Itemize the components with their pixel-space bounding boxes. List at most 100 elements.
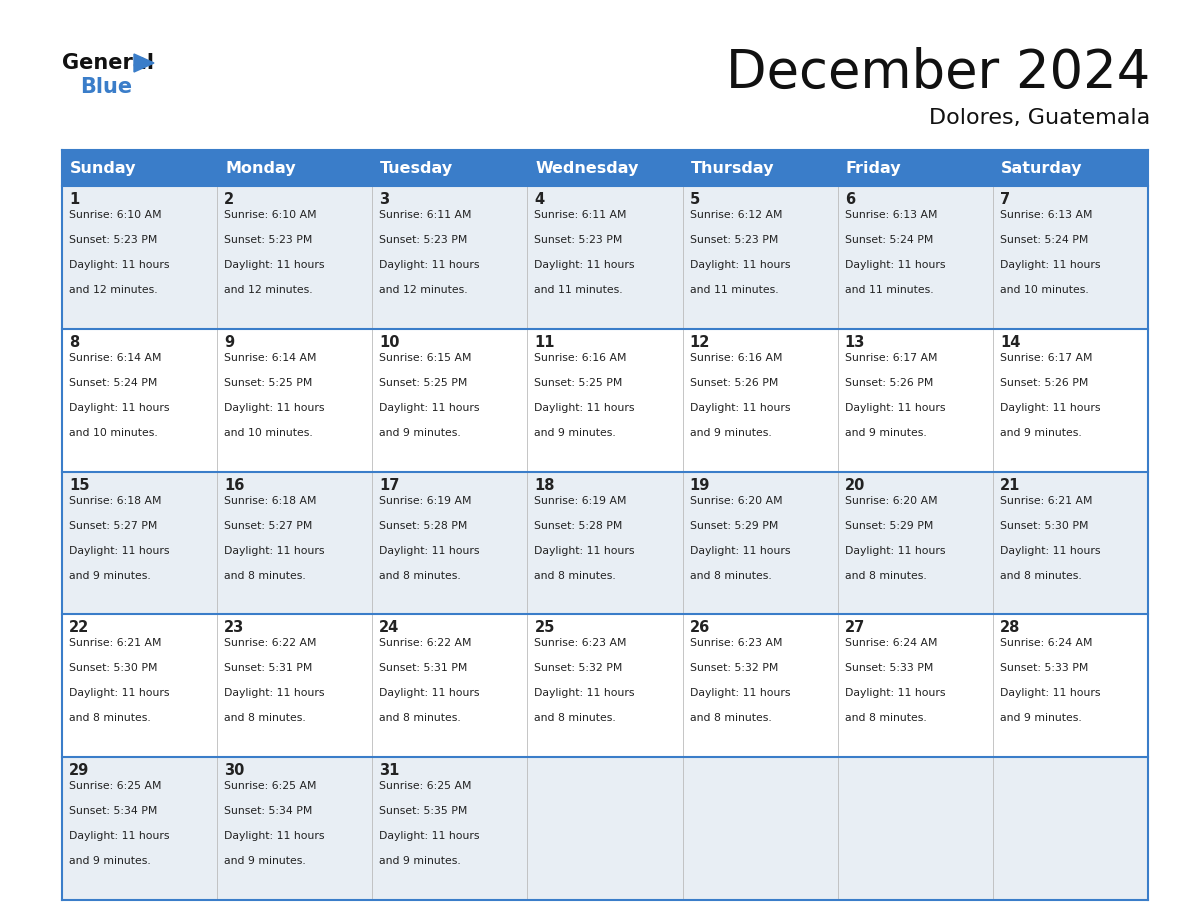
Text: Sunday: Sunday	[70, 161, 137, 175]
Text: Thursday: Thursday	[690, 161, 775, 175]
Text: Daylight: 11 hours: Daylight: 11 hours	[225, 545, 324, 555]
Text: Sunrise: 6:11 AM: Sunrise: 6:11 AM	[535, 210, 627, 220]
Text: and 9 minutes.: and 9 minutes.	[1000, 428, 1081, 438]
Text: and 12 minutes.: and 12 minutes.	[379, 285, 468, 295]
Bar	[62, 186, 1148, 329]
Text: and 9 minutes.: and 9 minutes.	[379, 428, 461, 438]
Text: and 9 minutes.: and 9 minutes.	[225, 856, 305, 867]
Text: Sunrise: 6:16 AM: Sunrise: 6:16 AM	[689, 353, 782, 363]
Text: Sunrise: 6:13 AM: Sunrise: 6:13 AM	[845, 210, 937, 220]
Text: Sunset: 5:24 PM: Sunset: 5:24 PM	[845, 235, 933, 245]
Text: Daylight: 11 hours: Daylight: 11 hours	[845, 545, 946, 555]
Text: Daylight: 11 hours: Daylight: 11 hours	[379, 688, 480, 699]
Text: and 12 minutes.: and 12 minutes.	[225, 285, 312, 295]
Text: General: General	[62, 53, 154, 73]
Text: Daylight: 11 hours: Daylight: 11 hours	[225, 403, 324, 413]
Text: and 8 minutes.: and 8 minutes.	[535, 713, 617, 723]
Text: and 8 minutes.: and 8 minutes.	[689, 713, 771, 723]
Text: Saturday: Saturday	[1000, 161, 1082, 175]
Text: Daylight: 11 hours: Daylight: 11 hours	[845, 403, 946, 413]
Text: Dolores, Guatemala: Dolores, Guatemala	[929, 108, 1150, 128]
Bar	[62, 329, 1148, 472]
Text: Sunrise: 6:25 AM: Sunrise: 6:25 AM	[379, 781, 472, 791]
Text: Sunset: 5:25 PM: Sunset: 5:25 PM	[225, 378, 312, 387]
Text: and 10 minutes.: and 10 minutes.	[69, 428, 158, 438]
Text: Daylight: 11 hours: Daylight: 11 hours	[379, 260, 480, 270]
Text: Sunrise: 6:19 AM: Sunrise: 6:19 AM	[535, 496, 627, 506]
Text: 4: 4	[535, 192, 544, 207]
Text: 31: 31	[379, 763, 399, 778]
Text: and 9 minutes.: and 9 minutes.	[69, 856, 151, 867]
Text: 24: 24	[379, 621, 399, 635]
Text: and 9 minutes.: and 9 minutes.	[1000, 713, 1081, 723]
Text: and 8 minutes.: and 8 minutes.	[225, 571, 305, 580]
Text: Sunset: 5:23 PM: Sunset: 5:23 PM	[689, 235, 778, 245]
Text: Sunrise: 6:21 AM: Sunrise: 6:21 AM	[1000, 496, 1092, 506]
Text: Sunrise: 6:22 AM: Sunrise: 6:22 AM	[379, 638, 472, 648]
Text: 6: 6	[845, 192, 855, 207]
Text: Sunset: 5:23 PM: Sunset: 5:23 PM	[535, 235, 623, 245]
Text: and 8 minutes.: and 8 minutes.	[69, 713, 151, 723]
Text: Sunset: 5:24 PM: Sunset: 5:24 PM	[69, 378, 157, 387]
Text: 5: 5	[689, 192, 700, 207]
Text: and 9 minutes.: and 9 minutes.	[689, 428, 771, 438]
Text: Daylight: 11 hours: Daylight: 11 hours	[69, 403, 170, 413]
Text: Sunset: 5:25 PM: Sunset: 5:25 PM	[535, 378, 623, 387]
Text: Sunrise: 6:14 AM: Sunrise: 6:14 AM	[225, 353, 317, 363]
Text: Sunrise: 6:17 AM: Sunrise: 6:17 AM	[1000, 353, 1092, 363]
Text: 27: 27	[845, 621, 865, 635]
Text: 11: 11	[535, 335, 555, 350]
Bar	[62, 472, 1148, 614]
Text: Sunrise: 6:23 AM: Sunrise: 6:23 AM	[689, 638, 782, 648]
Text: 21: 21	[1000, 477, 1020, 493]
Text: Sunrise: 6:14 AM: Sunrise: 6:14 AM	[69, 353, 162, 363]
Text: Sunrise: 6:16 AM: Sunrise: 6:16 AM	[535, 353, 627, 363]
Text: Daylight: 11 hours: Daylight: 11 hours	[689, 545, 790, 555]
Text: 20: 20	[845, 477, 865, 493]
Text: Sunset: 5:32 PM: Sunset: 5:32 PM	[689, 664, 778, 674]
Text: Sunset: 5:23 PM: Sunset: 5:23 PM	[379, 235, 468, 245]
Text: 22: 22	[69, 621, 89, 635]
Text: Sunset: 5:31 PM: Sunset: 5:31 PM	[379, 664, 468, 674]
Text: and 9 minutes.: and 9 minutes.	[69, 571, 151, 580]
Text: Sunrise: 6:24 AM: Sunrise: 6:24 AM	[1000, 638, 1092, 648]
Text: Daylight: 11 hours: Daylight: 11 hours	[379, 403, 480, 413]
Text: Daylight: 11 hours: Daylight: 11 hours	[1000, 260, 1100, 270]
Text: 15: 15	[69, 477, 89, 493]
Text: Sunset: 5:24 PM: Sunset: 5:24 PM	[1000, 235, 1088, 245]
Text: Sunset: 5:31 PM: Sunset: 5:31 PM	[225, 664, 312, 674]
Bar	[62, 757, 1148, 900]
Text: Sunrise: 6:13 AM: Sunrise: 6:13 AM	[1000, 210, 1092, 220]
Text: 29: 29	[69, 763, 89, 778]
Text: and 9 minutes.: and 9 minutes.	[535, 428, 617, 438]
Text: 2: 2	[225, 192, 234, 207]
Text: and 8 minutes.: and 8 minutes.	[379, 571, 461, 580]
Polygon shape	[134, 54, 154, 72]
Text: Sunrise: 6:25 AM: Sunrise: 6:25 AM	[69, 781, 162, 791]
Text: Sunrise: 6:20 AM: Sunrise: 6:20 AM	[845, 496, 937, 506]
Text: Sunset: 5:29 PM: Sunset: 5:29 PM	[689, 521, 778, 531]
Text: 7: 7	[1000, 192, 1010, 207]
Text: Sunset: 5:35 PM: Sunset: 5:35 PM	[379, 806, 468, 816]
Text: Sunset: 5:34 PM: Sunset: 5:34 PM	[69, 806, 157, 816]
Text: and 9 minutes.: and 9 minutes.	[379, 856, 461, 867]
Text: 1: 1	[69, 192, 80, 207]
Text: December 2024: December 2024	[726, 47, 1150, 99]
Text: and 8 minutes.: and 8 minutes.	[379, 713, 461, 723]
Text: 12: 12	[689, 335, 710, 350]
Text: and 9 minutes.: and 9 minutes.	[845, 428, 927, 438]
Text: 18: 18	[535, 477, 555, 493]
Text: Daylight: 11 hours: Daylight: 11 hours	[69, 260, 170, 270]
Text: Sunrise: 6:24 AM: Sunrise: 6:24 AM	[845, 638, 937, 648]
Text: 16: 16	[225, 477, 245, 493]
Text: Sunset: 5:26 PM: Sunset: 5:26 PM	[689, 378, 778, 387]
Text: 8: 8	[69, 335, 80, 350]
Text: Daylight: 11 hours: Daylight: 11 hours	[1000, 688, 1100, 699]
Text: Sunrise: 6:25 AM: Sunrise: 6:25 AM	[225, 781, 317, 791]
Text: 14: 14	[1000, 335, 1020, 350]
Text: Daylight: 11 hours: Daylight: 11 hours	[535, 260, 634, 270]
Text: Sunrise: 6:18 AM: Sunrise: 6:18 AM	[225, 496, 317, 506]
Text: Monday: Monday	[226, 161, 296, 175]
Text: Daylight: 11 hours: Daylight: 11 hours	[225, 260, 324, 270]
Text: 28: 28	[1000, 621, 1020, 635]
